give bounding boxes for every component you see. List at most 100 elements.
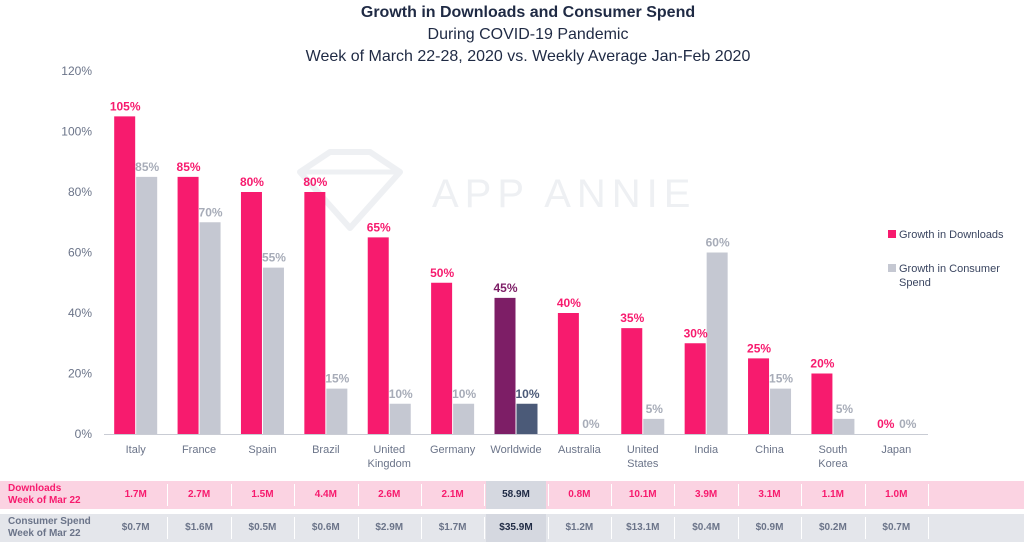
spend-cell: $0.7M (121, 522, 150, 533)
cell-divider (420, 517, 422, 539)
value-label-spend: 70% (199, 205, 223, 219)
chart-title: Growth in Downloads and Consumer Spend (360, 4, 696, 21)
y-tick-label: 0% (75, 427, 93, 441)
bar-downloads-india (684, 343, 706, 434)
bar-downloads-united-kingdom (367, 237, 389, 434)
bar-spend-brazil (326, 388, 348, 434)
watermark-logo: APP ANNIE (432, 172, 696, 217)
x-tick-label: Germany (430, 444, 476, 456)
downloads-cell: 58.9M (486, 481, 546, 509)
cell-divider (801, 484, 803, 506)
spend-cell: $0.9M (755, 522, 784, 533)
x-tick-label: Kingdom (368, 458, 411, 470)
watermark-text: APP ANNIE (432, 172, 697, 216)
value-label-downloads: 80% (303, 175, 327, 189)
value-label-spend: 5% (646, 402, 664, 416)
bar-spend-united-kingdom (389, 403, 411, 434)
cell-divider (737, 484, 739, 506)
spend-cell: $35.9M (486, 514, 546, 542)
y-tick-label: 60% (68, 246, 92, 260)
cell-divider (294, 484, 296, 506)
spend-cell: $13.1M (626, 522, 660, 533)
cell-divider (167, 517, 169, 539)
spend-cell: $0.4M (692, 522, 721, 533)
downloads-cell: 2.7M (187, 489, 211, 500)
downloads-row-label: Downloads Week of Mar 22 (8, 483, 81, 507)
x-tick-label: China (755, 444, 785, 456)
value-label-downloads: 0% (877, 417, 895, 431)
cell-divider (420, 484, 422, 506)
value-label-spend: 0% (582, 417, 600, 431)
spend-cell: $2.9M (375, 522, 404, 533)
bar-downloads-worldwide (494, 297, 516, 434)
legend-swatch-downloads (888, 230, 896, 238)
legend-label-spend: Growth in Consumer Spend (899, 263, 1000, 289)
value-label-spend: 85% (135, 160, 159, 174)
bar-downloads-italy (114, 116, 136, 434)
bar-spend-spain (262, 267, 284, 434)
bar-downloads-united-states (621, 328, 643, 434)
bar-spend-italy (136, 176, 158, 434)
y-tick-label: 20% (68, 367, 92, 381)
spend-cell: $1.6M (185, 522, 213, 533)
cell-divider (547, 484, 549, 506)
x-tick-label: Brazil (312, 444, 340, 456)
bar-downloads-south-korea (811, 373, 833, 434)
value-label-spend: 15% (769, 372, 793, 386)
cell-divider (357, 517, 359, 539)
watermark-diamond-shape (297, 149, 403, 231)
cell-divider (928, 517, 929, 539)
value-label-downloads: 30% (684, 326, 708, 340)
spend-cell: $0.6M (311, 522, 340, 533)
bar-downloads-spain (240, 192, 262, 434)
downloads-cell: 4.4M (314, 489, 337, 500)
bar-downloads-france (177, 176, 199, 434)
bar-downloads-australia (557, 313, 579, 434)
bar-downloads-china (748, 358, 770, 434)
downloads-cell: 2.6M (378, 489, 401, 500)
cell-divider (230, 517, 232, 539)
cell-divider (167, 484, 169, 506)
cell-divider (611, 484, 613, 506)
value-label-spend: 10% (389, 387, 413, 401)
bar-spend-south-korea (833, 418, 855, 434)
value-label-downloads: 85% (177, 160, 201, 174)
chart-titles: Growth in Downloads and Consumer Spend D… (0, 2, 1024, 68)
downloads-cell: 1.7M (124, 489, 147, 500)
bar-chart: 0% 20% 40% 60% 80% 100% 120% 105% 85% 85% 70% 80% 5… (61, 64, 928, 470)
x-tick-label: Korea (818, 458, 848, 470)
cell-divider (357, 484, 359, 506)
downloads-cell: 1.0M (885, 489, 908, 500)
downloads-cell: 10.1M (628, 489, 657, 500)
value-labels: 105% 85% 85% 70% 80% 55% 80% 15% 65% 10% 50% 10% 45%… (110, 99, 917, 431)
value-label-spend: 0% (899, 417, 917, 431)
x-axis-labels: Italy France Spain Brazil United Kingdom Germa… (126, 444, 912, 470)
bar-downloads-brazil (304, 192, 326, 434)
value-label-spend: 10% (515, 387, 539, 401)
bar-spend-china (770, 388, 792, 434)
legend-label-downloads: Growth in Downloads (899, 229, 1004, 241)
y-tick-label: 100% (61, 125, 92, 139)
cell-divider (864, 484, 866, 506)
cell-divider (294, 517, 296, 539)
chart-subtitle-period: Week of March 22-28, 2020 vs. Weekly Ave… (305, 48, 751, 65)
x-tick-label: United (627, 444, 659, 456)
y-tick-label: 40% (68, 306, 92, 320)
value-label-downloads: 25% (747, 341, 771, 355)
value-label-downloads: 105% (110, 99, 141, 113)
bar-spend-germany (453, 403, 475, 434)
bar-spend-worldwide (516, 403, 538, 434)
bars (114, 116, 855, 434)
x-tick-label: South (819, 444, 848, 456)
spend-cell: $0.2M (819, 522, 847, 533)
cell-divider (674, 517, 676, 539)
value-label-spend: 55% (262, 251, 286, 265)
cell-divider (674, 484, 676, 506)
spend-row-label-line1: Consumer Spend (8, 516, 91, 527)
x-tick-label: United (373, 444, 405, 456)
downloads-cell: 3.9M (695, 489, 718, 500)
downloads-cell: 1.1M (821, 489, 845, 500)
x-tick-label: France (182, 444, 216, 456)
downloads-cell: 1.5M (251, 489, 274, 500)
y-tick-label: 120% (61, 64, 92, 78)
